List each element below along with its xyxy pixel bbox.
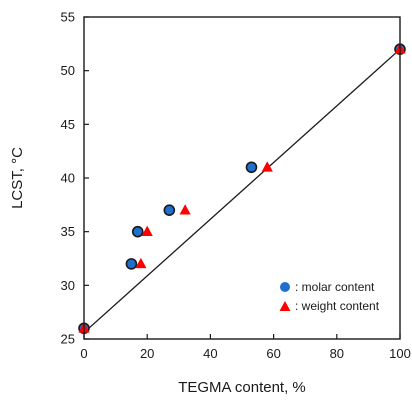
fit-line <box>83 48 401 334</box>
molar-point <box>245 161 258 174</box>
x-tick-label: 60 <box>266 346 280 361</box>
fit-line-layer <box>83 48 401 334</box>
legend-weight-marker <box>279 301 291 311</box>
molar-point <box>163 204 176 216</box>
weight-point <box>261 161 273 172</box>
y-tick-label: 45 <box>61 117 75 132</box>
y-tick-label: 55 <box>61 10 75 25</box>
legend-molar-label: : molar content <box>295 280 375 294</box>
legend: : molar content : weight content <box>279 280 380 313</box>
data-points-layer <box>78 43 406 335</box>
weight-point <box>141 225 153 236</box>
y-axis-label: LCST, °C <box>9 147 26 209</box>
legend-weight-label: : weight content <box>295 299 380 313</box>
x-tick-label: 80 <box>330 346 344 361</box>
weight-point <box>179 204 191 215</box>
y-tick-label: 50 <box>61 63 75 78</box>
ticks-layer: 0 20 40 60 80 100 25 30 35 40 45 50 55 <box>61 10 411 362</box>
molar-point <box>125 258 138 270</box>
weight-point <box>135 257 147 269</box>
x-tick-label: 40 <box>203 346 217 361</box>
y-tick-label: 35 <box>61 224 75 239</box>
x-axis-label: TEGMA content, % <box>178 379 306 396</box>
legend-molar-marker <box>280 282 290 292</box>
y-tick-label: 40 <box>61 171 75 186</box>
y-tick-label: 30 <box>61 278 75 293</box>
molar-point <box>131 225 144 238</box>
y-tick-label: 25 <box>61 332 75 347</box>
x-tick-label: 20 <box>140 346 154 361</box>
x-tick-label: 100 <box>389 346 411 361</box>
x-tick-label: 0 <box>80 346 87 361</box>
